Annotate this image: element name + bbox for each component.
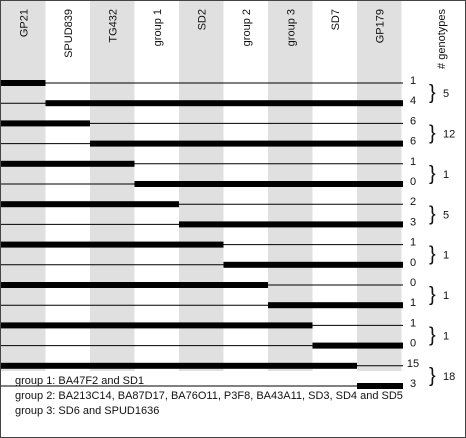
genotype-count: 15 [407, 358, 419, 370]
genotype-count: 1 [410, 237, 416, 249]
introgression-bar [179, 221, 403, 228]
genotype-count: 4 [410, 95, 416, 107]
introgression-bar [223, 261, 403, 268]
introgression-bar [1, 241, 224, 248]
introgression-bar [312, 342, 403, 349]
column-label: group 3 [285, 9, 297, 46]
pair-total: 5 [443, 88, 449, 100]
introgression-bar [1, 201, 179, 208]
pair-total: 1 [443, 250, 449, 262]
pair-total: 18 [443, 371, 455, 383]
column-label: SD7 [330, 9, 342, 30]
introgression-bar [1, 362, 357, 369]
column-label: GP21 [18, 9, 30, 37]
legend-group-1: group 1: BA47F2 and SD1 [15, 375, 145, 387]
pair-brace: } [429, 365, 436, 387]
genotype-count: 3 [410, 216, 416, 228]
pair-total: 1 [443, 169, 449, 181]
legend-group-3: group 3: SD6 and SPUD1636 [15, 405, 160, 417]
column-shade-1 [1, 1, 46, 371]
pair-brace: } [429, 325, 436, 347]
introgression-bar [1, 282, 268, 288]
genotype-count: 0 [410, 257, 416, 269]
column-label: group 1 [152, 9, 164, 46]
genotype-count: 1 [410, 156, 416, 168]
genotype-count-header: # genotypes [436, 9, 448, 69]
genotype-count: 6 [410, 136, 416, 148]
introgression-bar [1, 322, 313, 329]
genotype-count: 2 [410, 196, 416, 208]
pair-brace: } [429, 123, 436, 145]
pair-total: 12 [443, 129, 455, 141]
pair-brace: } [429, 203, 436, 225]
introgression-bar [134, 181, 403, 187]
introgression-bar [357, 383, 403, 389]
pair-brace: } [429, 244, 436, 266]
column-label: TG432 [107, 9, 119, 43]
pair-brace: } [429, 163, 436, 185]
genotype-count: 1 [410, 75, 416, 87]
column-label: GP179 [374, 9, 386, 43]
genotype-count: 0 [410, 176, 416, 188]
introgression-bar [1, 160, 135, 167]
pair-total: 1 [443, 290, 449, 302]
pair-brace: } [429, 284, 436, 306]
introgression-bar [1, 120, 90, 127]
column-label: SD2 [196, 9, 208, 30]
pair-brace: } [429, 82, 436, 104]
genotype-count: 1 [410, 297, 416, 309]
introgression-bar [268, 302, 403, 309]
pair-total: 1 [443, 331, 449, 343]
column-shade-3 [90, 1, 135, 371]
genotype-count: 1 [410, 317, 416, 329]
genotype-count: 6 [410, 115, 416, 127]
genotype-count: 3 [410, 378, 416, 390]
pair-total: 5 [443, 209, 449, 221]
introgression-bar [45, 100, 403, 107]
introgression-bar [1, 80, 46, 86]
column-label: group 2 [241, 9, 253, 46]
legend-group-2: group 2: BA213C14, BA87D17, BA76O11, P3F… [15, 390, 403, 402]
column-label: SPUD839 [63, 9, 75, 58]
genotype-count: 0 [410, 338, 416, 350]
genotype-count: 0 [410, 277, 416, 289]
introgression-bar [90, 140, 403, 147]
